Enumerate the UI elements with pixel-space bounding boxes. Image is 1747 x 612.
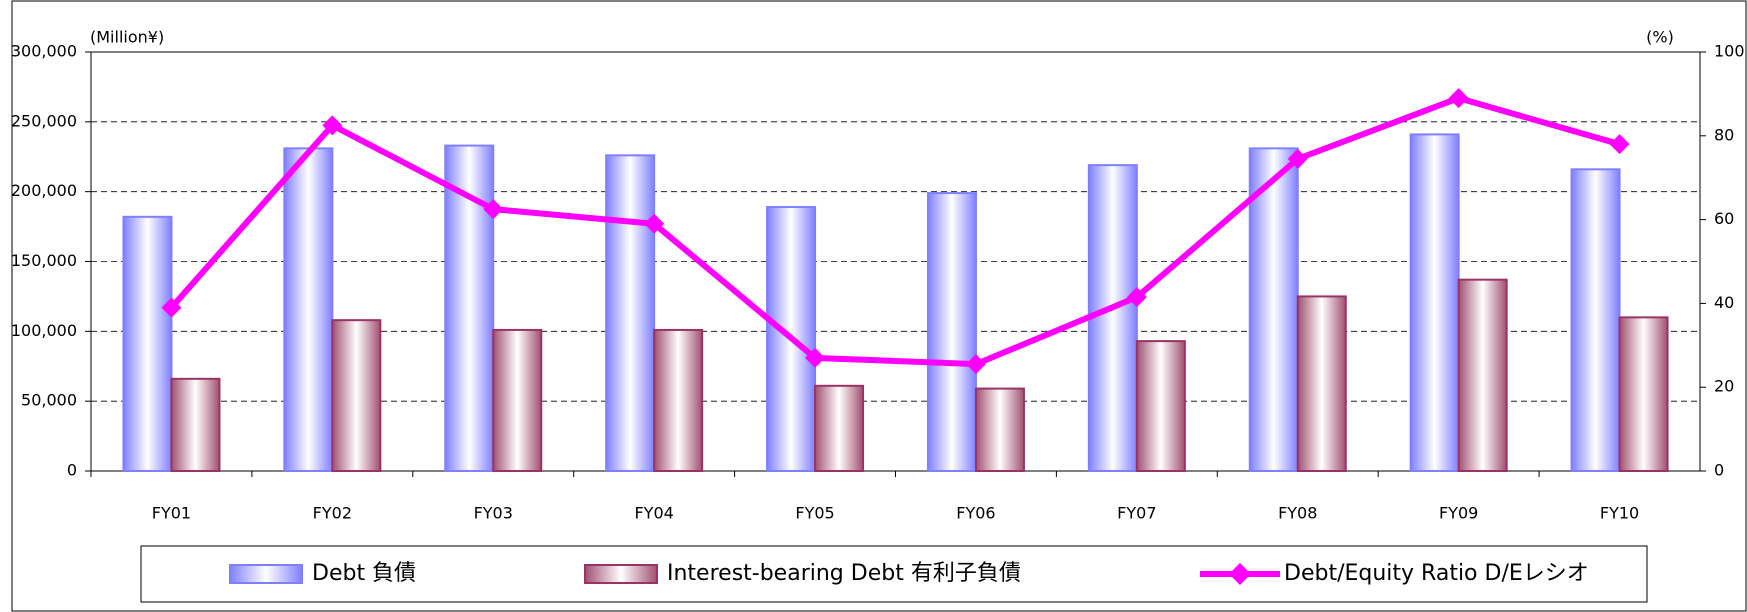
y-tick-label: 200,000 [11,181,77,200]
y2-tick-label: 100 [1714,42,1745,61]
y-axis-label: (Million¥) [90,28,164,47]
bar [653,328,704,473]
y-tick-label: 250,000 [11,111,77,130]
x-tick-label: FY05 [795,504,834,523]
bar [122,215,173,472]
x-tick-label: FY09 [1439,504,1478,523]
x-tick-label: FY03 [474,504,513,523]
marker [483,199,504,220]
y-tick-label: 100,000 [11,321,77,340]
x-tick-label: FY01 [152,504,191,523]
bar [331,319,382,472]
marker [1126,287,1147,308]
bar [605,154,656,472]
y2-tick-label: 20 [1714,377,1734,396]
y2-tick-label: 0 [1714,461,1724,480]
y-tick-label: 50,000 [21,391,77,410]
y2-tick-label: 80 [1714,125,1734,144]
line [169,94,1621,368]
chart-border [11,0,1747,612]
bar [1457,278,1508,473]
legend-swatch [1229,563,1251,585]
legend-swatch [584,564,658,584]
marker [644,213,665,234]
y2-tick-label: 40 [1714,293,1734,312]
bar [1296,295,1347,472]
x-tick-label: FY08 [1278,504,1317,523]
marker [1287,148,1308,169]
marker [322,115,343,136]
legend-label: Debt/Equity Ratio D/Eレシオ [1284,561,1589,586]
bar [1570,168,1621,472]
marker [1609,134,1630,155]
legend-label: Debt 負債 [312,561,416,586]
bar [1618,316,1669,472]
y-tick-label: 0 [67,461,77,480]
x-tick-label: FY02 [313,504,352,523]
bar [974,387,1025,473]
x-tick-label: FY04 [634,504,673,523]
legend-label: Interest-bearing Debt 有利子負債 [667,561,1021,586]
x-tick-label: FY10 [1600,504,1639,523]
bar [492,328,543,473]
x-tick-label: FY06 [956,504,995,523]
y2-axis-label: (%) [1646,28,1674,47]
bar [1087,164,1138,472]
y-tick-label: 300,000 [11,42,77,61]
legend-swatch [229,564,303,584]
y-tick-label: 150,000 [11,251,77,270]
x-tick-label: FY07 [1117,504,1156,523]
bar [1248,147,1299,472]
bar [170,377,221,473]
legend-box [140,545,1648,603]
bar [1135,340,1186,472]
marker [805,347,826,368]
bar [283,147,334,472]
marker [161,297,182,318]
y2-tick-label: 60 [1714,209,1734,228]
marker [965,354,986,375]
bar [814,384,865,473]
bar [1409,133,1460,473]
marker [1448,88,1469,109]
bar [926,192,977,473]
